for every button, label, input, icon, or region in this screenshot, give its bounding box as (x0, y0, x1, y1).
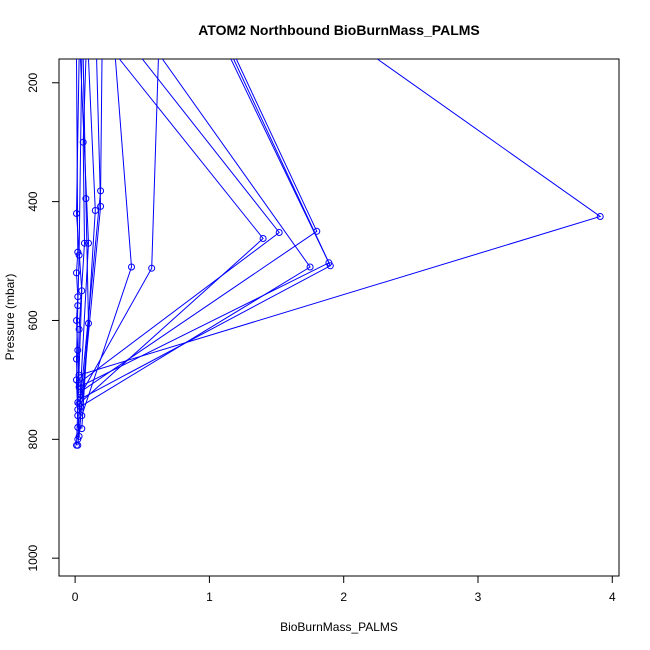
data-point (91, 207, 99, 214)
y-tick-label: 400 (26, 191, 40, 211)
data-point (73, 355, 80, 363)
data-point (326, 262, 334, 270)
series-line-14 (77, 59, 90, 440)
data-point (128, 263, 135, 271)
series-line-9 (80, 59, 159, 396)
data-point (259, 235, 267, 242)
data-point (596, 213, 604, 220)
data-point (75, 325, 83, 333)
series-line-2 (78, 59, 330, 388)
data-point (85, 239, 92, 247)
x-axis-label: BioBurnMass_PALMS (280, 620, 398, 634)
series-line-6 (78, 59, 280, 384)
series-line-17 (77, 59, 87, 403)
series-group (73, 59, 604, 449)
data-point (82, 195, 90, 203)
data-point (85, 319, 92, 327)
series-line-5 (80, 59, 311, 408)
series-line-18 (75, 59, 83, 410)
data-point (74, 406, 82, 414)
series-line-12 (81, 59, 96, 429)
x-tick-label: 4 (609, 590, 616, 604)
y-axis-label: Pressure (mbar) (3, 274, 17, 361)
x-tick-label: 3 (475, 590, 482, 604)
y-tick-label: 800 (26, 429, 40, 449)
data-point (75, 251, 83, 259)
y-axis: 200 400 600 800 1000 (26, 72, 60, 572)
series-line-1 (78, 59, 602, 376)
data-point (275, 229, 283, 236)
data-point (74, 302, 82, 310)
plot-frame (58, 58, 620, 577)
data-point (73, 441, 80, 449)
y-tick-label: 1000 (26, 545, 40, 572)
x-tick-label: 1 (206, 590, 213, 604)
data-point (74, 346, 82, 354)
y-tick-label: 200 (26, 72, 40, 92)
y-tick-label: 600 (26, 310, 40, 330)
x-axis: 0 1 2 3 4 (72, 575, 616, 604)
data-point (313, 227, 321, 235)
chart-title: ATOM2 Northbound BioBurnMass_PALMS (198, 22, 480, 38)
series-line-8 (81, 59, 133, 416)
series-line-4 (80, 59, 318, 393)
series-line-7 (78, 59, 264, 405)
data-point (97, 202, 105, 210)
series-line-3 (80, 59, 331, 400)
data-point (306, 263, 314, 271)
data-point (148, 264, 156, 272)
x-tick-label: 2 (340, 590, 347, 604)
data-point (73, 269, 80, 277)
x-tick-label: 0 (72, 590, 79, 604)
data-point (81, 239, 88, 247)
